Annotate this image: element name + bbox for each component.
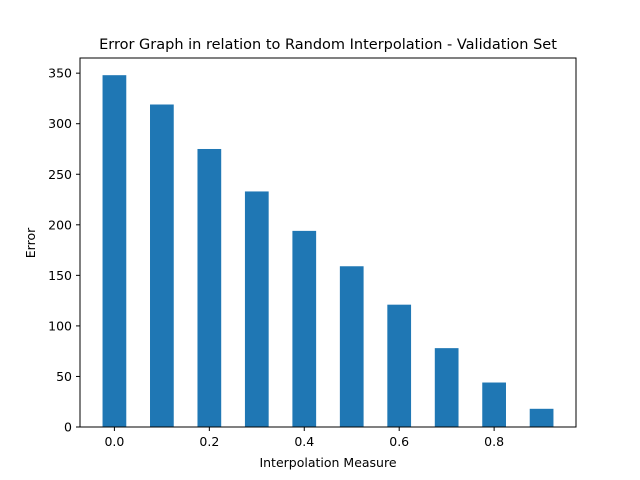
bar-4 <box>292 230 317 427</box>
bar-6 <box>387 304 412 427</box>
y-tick-label: 300 <box>48 116 72 131</box>
bar-5 <box>339 266 364 427</box>
x-tick-label: 0.0 <box>104 434 124 449</box>
y-tick-label: 200 <box>48 217 72 232</box>
bar-0 <box>102 75 127 427</box>
bar-9 <box>529 408 554 427</box>
y-tick-label: 250 <box>48 167 72 182</box>
bar-3 <box>244 191 269 427</box>
y-tick-label: 150 <box>48 268 72 283</box>
bar-2 <box>197 148 222 427</box>
x-tick-label: 0.2 <box>199 434 219 449</box>
bar-8 <box>482 382 506 427</box>
x-tick-label: 0.6 <box>389 434 409 449</box>
bars-group <box>102 75 554 427</box>
plot-frame <box>79 57 577 428</box>
y-tick-label: 0 <box>64 420 72 435</box>
y-tick-label: 100 <box>48 318 72 333</box>
y-ticks-group: 0 50 100 150 200 250 300 350 <box>48 66 80 435</box>
x-ticks-group: 0.0 0.2 0.4 0.6 0.8 <box>104 427 504 449</box>
y-axis-label: Error <box>23 227 38 258</box>
x-tick-label: 0.4 <box>294 434 314 449</box>
x-tick-label: 0.8 <box>484 434 504 449</box>
y-tick-label: 350 <box>48 66 72 81</box>
chart-title: Error Graph in relation to Random Interp… <box>99 37 557 53</box>
y-tick-label: 50 <box>56 369 72 384</box>
x-axis-label: Interpolation Measure <box>259 455 396 470</box>
bar-7 <box>434 348 459 427</box>
bar-1 <box>150 104 174 427</box>
